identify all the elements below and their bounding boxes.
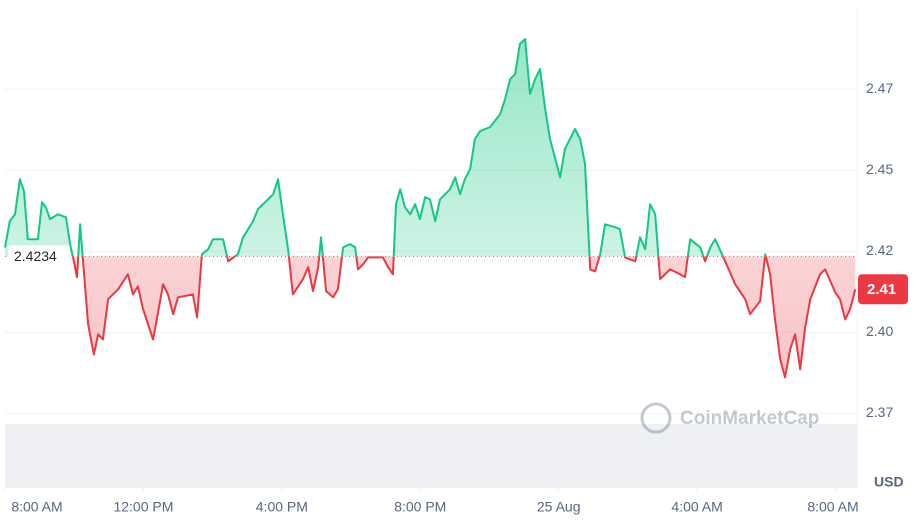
x-tick-label: 8:00 AM (11, 499, 62, 515)
x-tick-label: 25 Aug (537, 499, 581, 515)
watermark-logo (640, 402, 672, 434)
last-price-tag (858, 274, 908, 305)
y-unit: USD (874, 474, 904, 490)
price-line-down (71, 256, 857, 379)
area-up (5, 39, 856, 257)
watermark-text: CoinMarketCap (680, 408, 819, 429)
x-tick-label: 4:00 AM (671, 499, 722, 515)
x-tick-label: 8:00 AM (807, 499, 858, 515)
y-tick-label: 2.42 (866, 242, 893, 258)
y-tick-label: 2.37 (866, 404, 893, 420)
baseline-label-bg (8, 245, 70, 268)
y-tick-label: 2.45 (866, 161, 893, 177)
baseline-label: 2.4234 (14, 248, 57, 264)
last-price-label: 2.41 (867, 281, 896, 298)
area-down (72, 256, 856, 378)
watermark: CoinMarketCap (640, 402, 819, 434)
volume-band (5, 424, 857, 488)
y-tick-label: 2.40 (866, 323, 893, 339)
x-tick-label: 4:00 PM (256, 499, 308, 515)
price-line-up (4, 38, 767, 257)
x-tick-label: 8:00 PM (394, 499, 446, 515)
y-tick-label: 2.47 (866, 80, 893, 96)
x-tick-label: 12:00 PM (113, 499, 173, 515)
